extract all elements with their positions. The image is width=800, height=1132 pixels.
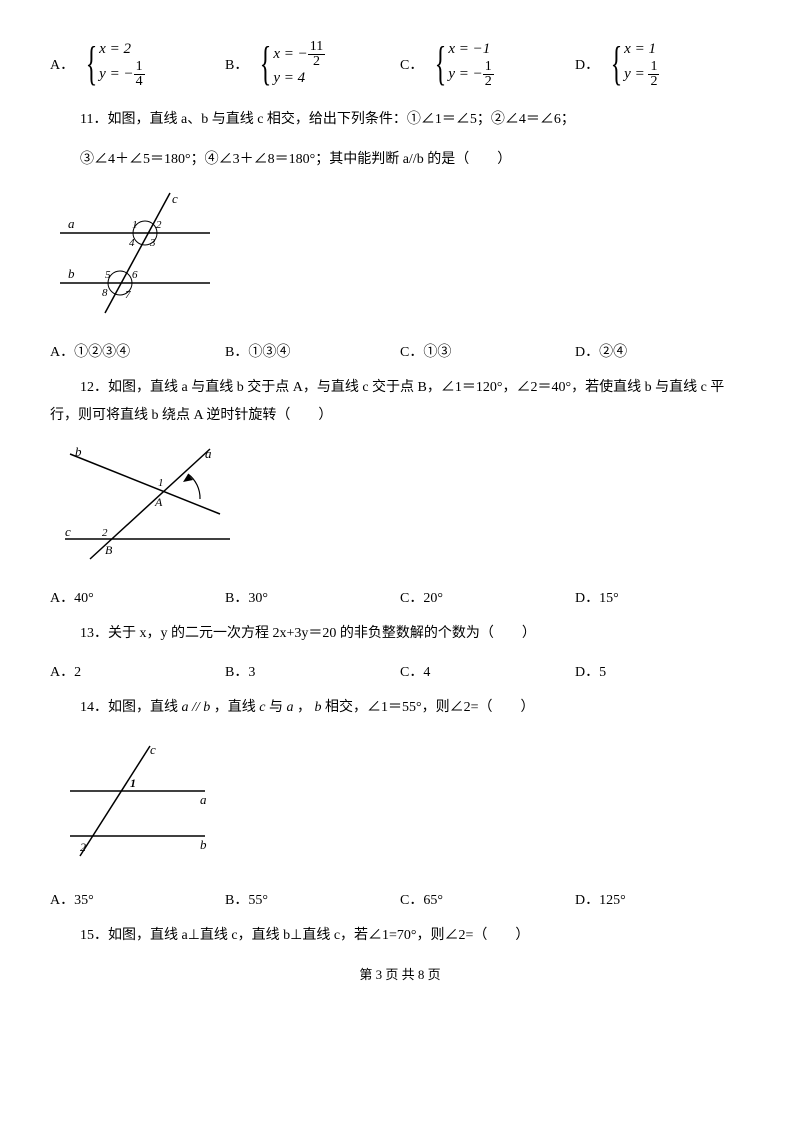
- label-b: b: [200, 837, 207, 852]
- fraction: 112: [308, 40, 325, 69]
- label-c: c: [172, 191, 178, 206]
- angle-4: 4: [129, 237, 135, 249]
- q11-choice-C: C．①③: [400, 341, 575, 361]
- label-c: c: [150, 742, 156, 757]
- q14-text: 14．如图，直线 a // b ，直线 c 与 a ， b 相交，∠1＝55°，…: [80, 695, 750, 722]
- angle-6: 6: [132, 269, 138, 281]
- label-A: A: [154, 495, 163, 509]
- label-a: a: [205, 446, 212, 461]
- math-inline: a: [287, 700, 294, 715]
- q11-text-line1: 11．如图，直线 a、b 与直线 c 相交，给出下列条件：①∠1＝∠5；②∠4＝…: [80, 107, 750, 134]
- q12-choice-A: A．40°: [50, 587, 225, 607]
- q10-option-D: D． { x = 1 y = 12: [575, 40, 750, 89]
- q11-choice-D: D．②④: [575, 341, 750, 361]
- line-c: [80, 746, 150, 856]
- arrow-icon: [183, 474, 193, 482]
- equation-system: x = 2 y = −14: [99, 40, 144, 89]
- eq-line: x = 2: [99, 40, 144, 60]
- option-label: D．: [575, 54, 599, 74]
- q12-choice-C: C．20°: [400, 587, 575, 607]
- brace-icon: {: [611, 40, 623, 88]
- fraction: 12: [648, 60, 659, 89]
- q13-choice-A: A．2: [50, 661, 225, 681]
- eq-line: y = −12: [448, 60, 493, 89]
- angle-2: 2: [156, 219, 162, 231]
- equation-system: x = −1 y = −12: [448, 40, 493, 89]
- label-c: c: [65, 524, 71, 539]
- q15-text: 15．如图，直线 a⊥直线 c，直线 b⊥直线 c，若∠1=70°，则∠2=（ …: [80, 923, 750, 950]
- q13-choices: A．2 B．3 C．4 D．5: [50, 661, 750, 681]
- label-b: b: [75, 444, 82, 459]
- q12-choice-D: D．15°: [575, 587, 750, 607]
- q13-text: 13．关于 x，y 的二元一次方程 2x+3y＝20 的非负整数解的个数为（ ）: [80, 621, 750, 648]
- q11-figure: a b c 1 2 3 4 5 6 7 8: [50, 188, 750, 323]
- fraction: 12: [483, 60, 494, 89]
- q14-choice-A: A．35°: [50, 889, 225, 909]
- option-label: A．: [50, 54, 74, 74]
- equation-system: x = −112 y = 4: [273, 40, 325, 89]
- q12-text-line1: 12．如图，直线 a 与直线 b 交于点 A，与直线 c 交于点 B，∠1＝12…: [80, 375, 750, 402]
- angle-7: 7: [125, 289, 131, 301]
- eq-line: x = −1: [448, 40, 493, 60]
- label-a: a: [200, 792, 207, 807]
- eq-line: y = 4: [273, 69, 325, 89]
- angle-1: 1: [132, 219, 138, 231]
- q14-figure: a b c 1 2: [50, 736, 750, 871]
- q11-choice-B: B．①③④: [225, 341, 400, 361]
- brace-icon: {: [260, 40, 272, 88]
- q10-option-C: C． { x = −1 y = −12: [400, 40, 575, 89]
- q11-text-line2: ③∠4＋∠5＝180°；④∠3＋∠8＝180°；其中能判断 a//b 的是（ ）: [80, 147, 750, 174]
- equation-system: x = 1 y = 12: [624, 40, 659, 89]
- q12-choices: A．40° B．30° C．20° D．15°: [50, 587, 750, 607]
- q10-option-row: A． { x = 2 y = −14 B． { x = −112 y = 4 C…: [50, 40, 750, 89]
- q11-diagram: a b c 1 2 3 4 5 6 7 8: [50, 188, 220, 318]
- label-b: b: [68, 266, 75, 281]
- label-2: 2: [102, 527, 108, 539]
- label-1: 1: [130, 776, 136, 790]
- label-1: 1: [158, 477, 164, 489]
- math-inline: c: [259, 700, 265, 715]
- q13-choice-B: B．3: [225, 661, 400, 681]
- eq-line: x = −112: [273, 40, 325, 69]
- q11-choice-A: A．①②③④: [50, 341, 225, 361]
- q14-choice-C: C．65°: [400, 889, 575, 909]
- q14-choices: A．35° B．55° C．65° D．125°: [50, 889, 750, 909]
- angle-8: 8: [102, 287, 108, 299]
- eq-line: y = −14: [99, 60, 144, 89]
- option-label: B．: [225, 54, 248, 74]
- label-2: 2: [80, 840, 86, 854]
- q12-diagram: b a c A B 1 2: [50, 444, 250, 564]
- angle-3: 3: [149, 237, 156, 249]
- page: A． { x = 2 y = −14 B． { x = −112 y = 4 C…: [0, 0, 800, 1003]
- line-c: [105, 193, 170, 313]
- eq-line: x = 1: [624, 40, 659, 60]
- page-footer: 第 3 页 共 8 页: [50, 964, 750, 983]
- q12-figure: b a c A B 1 2: [50, 444, 750, 569]
- angle-5: 5: [105, 269, 111, 281]
- math-inline: a // b: [182, 700, 211, 715]
- q10-option-B: B． { x = −112 y = 4: [225, 40, 400, 89]
- option-label: C．: [400, 54, 423, 74]
- brace-icon: {: [435, 40, 447, 88]
- q12-text-line2: 行，则可将直线 b 绕点 A 逆时针旋转（ ）: [50, 403, 750, 430]
- q13-choice-C: C．4: [400, 661, 575, 681]
- q12-choice-B: B．30°: [225, 587, 400, 607]
- line-b: [70, 454, 220, 514]
- brace-icon: {: [86, 40, 98, 88]
- q14-diagram: a b c 1 2: [50, 736, 220, 866]
- math-inline: b: [315, 700, 322, 715]
- eq-line: y = 12: [624, 60, 659, 89]
- q14-choice-B: B．55°: [225, 889, 400, 909]
- fraction: 14: [134, 60, 145, 89]
- label-B: B: [105, 543, 113, 557]
- q10-option-A: A． { x = 2 y = −14: [50, 40, 225, 89]
- q13-choice-D: D．5: [575, 661, 750, 681]
- q11-choices: A．①②③④ B．①③④ C．①③ D．②④: [50, 341, 750, 361]
- q14-choice-D: D．125°: [575, 889, 750, 909]
- label-a: a: [68, 216, 75, 231]
